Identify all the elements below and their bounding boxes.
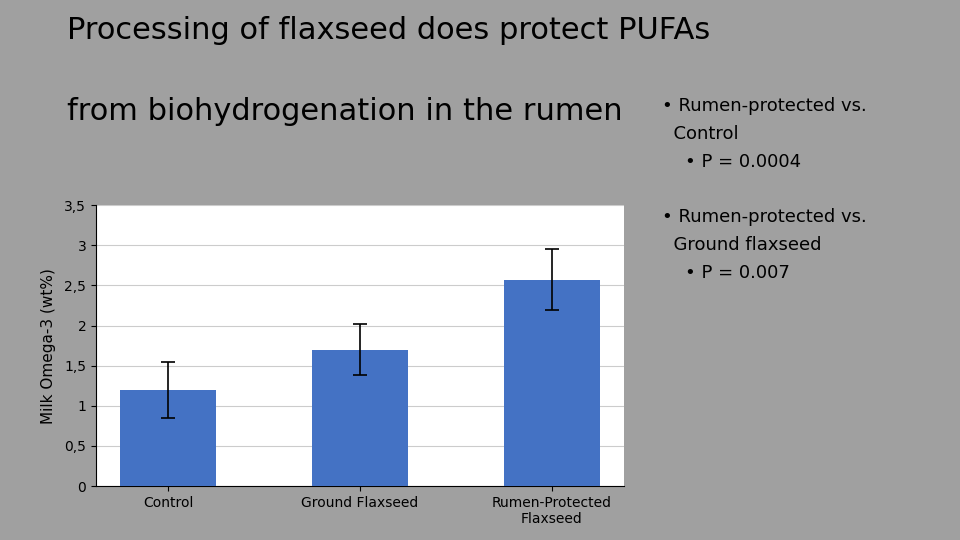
Bar (120, 390, 216, 486)
Bar (504, 280, 600, 486)
Y-axis label: Milk Omega-3 (wt%): Milk Omega-3 (wt%) (41, 268, 56, 423)
Text: from biohydrogenation in the rumen: from biohydrogenation in the rumen (67, 97, 623, 126)
Bar (312, 349, 408, 486)
Text: Processing of flaxseed does protect PUFAs: Processing of flaxseed does protect PUFA… (67, 16, 710, 45)
Text: • Rumen-protected vs.
  Control
    • P = 0.0004

• Rumen-protected vs.
  Ground: • Rumen-protected vs. Control • P = 0.00… (662, 97, 867, 282)
